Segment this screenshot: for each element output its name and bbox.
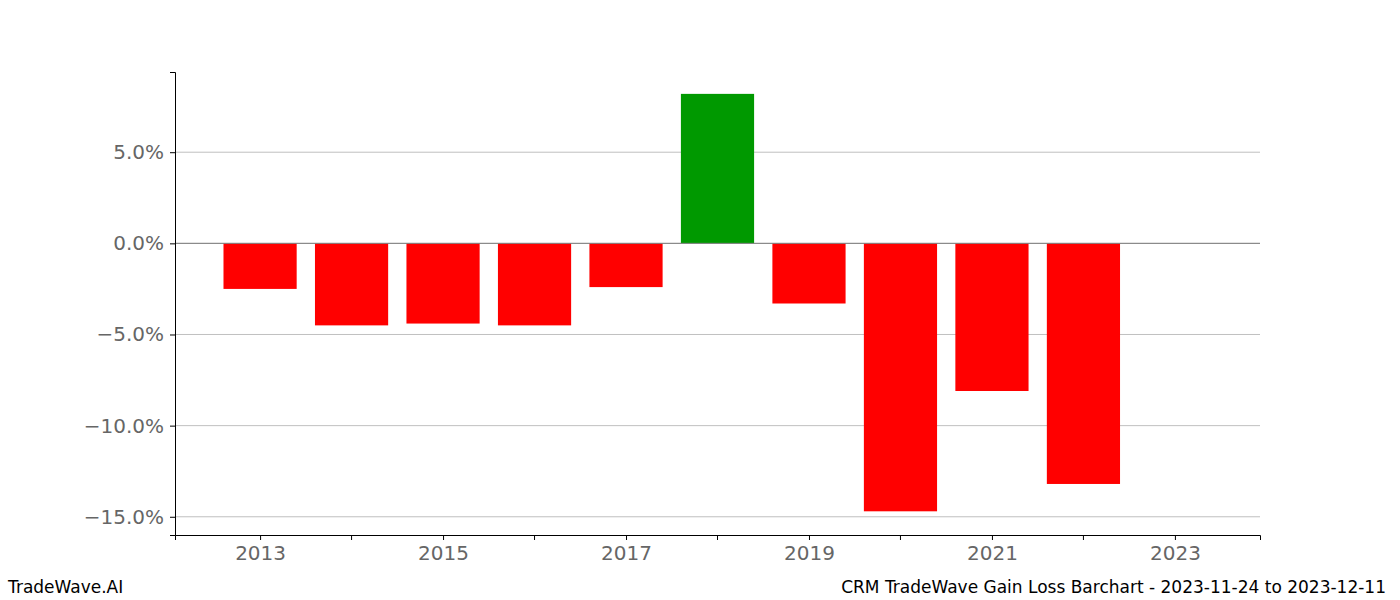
baseline bbox=[175, 243, 1260, 244]
bar bbox=[589, 243, 662, 287]
y-tick: −10.0% bbox=[84, 414, 175, 438]
x-tick-mark bbox=[1175, 535, 1176, 540]
x-tick: 2017 bbox=[601, 535, 652, 565]
bar bbox=[406, 243, 479, 323]
x-tick-mark bbox=[809, 535, 810, 540]
watermark: TradeWave.AI bbox=[7, 577, 123, 597]
x-axis-line bbox=[176, 536, 1261, 541]
x-tick-label: 2015 bbox=[418, 541, 469, 565]
y-tick-label: −10.0% bbox=[84, 414, 164, 438]
x-minor-tick bbox=[351, 535, 352, 540]
bar bbox=[955, 243, 1028, 391]
x-tick: 2023 bbox=[1150, 535, 1201, 565]
x-minor-tick bbox=[900, 535, 901, 540]
x-tick-mark bbox=[443, 535, 444, 540]
x-minor-tick bbox=[1083, 535, 1084, 540]
bar bbox=[681, 94, 754, 243]
y-axis-line bbox=[170, 73, 176, 536]
x-tick-label: 2021 bbox=[967, 541, 1018, 565]
x-tick: 2019 bbox=[784, 535, 835, 565]
y-tick-mark bbox=[170, 517, 175, 518]
grid-line bbox=[175, 243, 1260, 244]
y-tick-label: −5.0% bbox=[96, 322, 164, 346]
x-minor-ticks bbox=[352, 535, 1084, 540]
y-tick-label: 0.0% bbox=[113, 231, 164, 255]
x-tick: 2013 bbox=[235, 535, 286, 565]
y-tick: 0.0% bbox=[113, 231, 175, 255]
bar bbox=[223, 243, 296, 289]
x-tick: 2015 bbox=[418, 535, 469, 565]
x-tick-mark bbox=[260, 535, 261, 540]
x-tick-mark bbox=[626, 535, 627, 540]
x-tick-label: 2019 bbox=[784, 541, 835, 565]
chart: −15.0%−10.0%−5.0%0.0%5.0%201320152017201… bbox=[0, 0, 1400, 600]
x-tick-label: 2017 bbox=[601, 541, 652, 565]
grid-line bbox=[175, 516, 1260, 517]
y-axis: −15.0% −10.0% −5.0% 0.0% 5.0% bbox=[84, 73, 176, 536]
x-axis: 2013 2015 2017 2019 2021 2023 bbox=[176, 535, 1261, 565]
x-minor-tick bbox=[717, 535, 718, 540]
y-tick-mark bbox=[170, 152, 175, 153]
x-tick-label: 2023 bbox=[1150, 541, 1201, 565]
bar bbox=[864, 243, 937, 511]
bar bbox=[772, 243, 845, 303]
y-tick: −15.0% bbox=[84, 505, 175, 529]
bar bbox=[315, 243, 388, 325]
bar bbox=[1047, 243, 1120, 484]
y-tick-mark bbox=[170, 243, 175, 244]
bar bbox=[498, 243, 571, 325]
y-tick: 5.0% bbox=[113, 140, 175, 164]
x-minor-tick bbox=[534, 535, 535, 540]
y-tick-mark bbox=[170, 334, 175, 335]
plot: −15.0%−10.0%−5.0%0.0%5.0%201320152017201… bbox=[84, 73, 1261, 566]
x-tick-label: 2013 bbox=[235, 541, 286, 565]
y-tick-label: −15.0% bbox=[84, 505, 164, 529]
y-tick: −5.0% bbox=[96, 322, 175, 346]
y-tick-label: 5.0% bbox=[113, 140, 164, 164]
x-tick: 2021 bbox=[967, 535, 1018, 565]
title: CRM TradeWave Gain Loss Barchart - 2023-… bbox=[841, 577, 1386, 597]
x-tick-mark bbox=[992, 535, 993, 540]
bars bbox=[175, 94, 1260, 511]
y-tick-mark bbox=[170, 426, 175, 427]
